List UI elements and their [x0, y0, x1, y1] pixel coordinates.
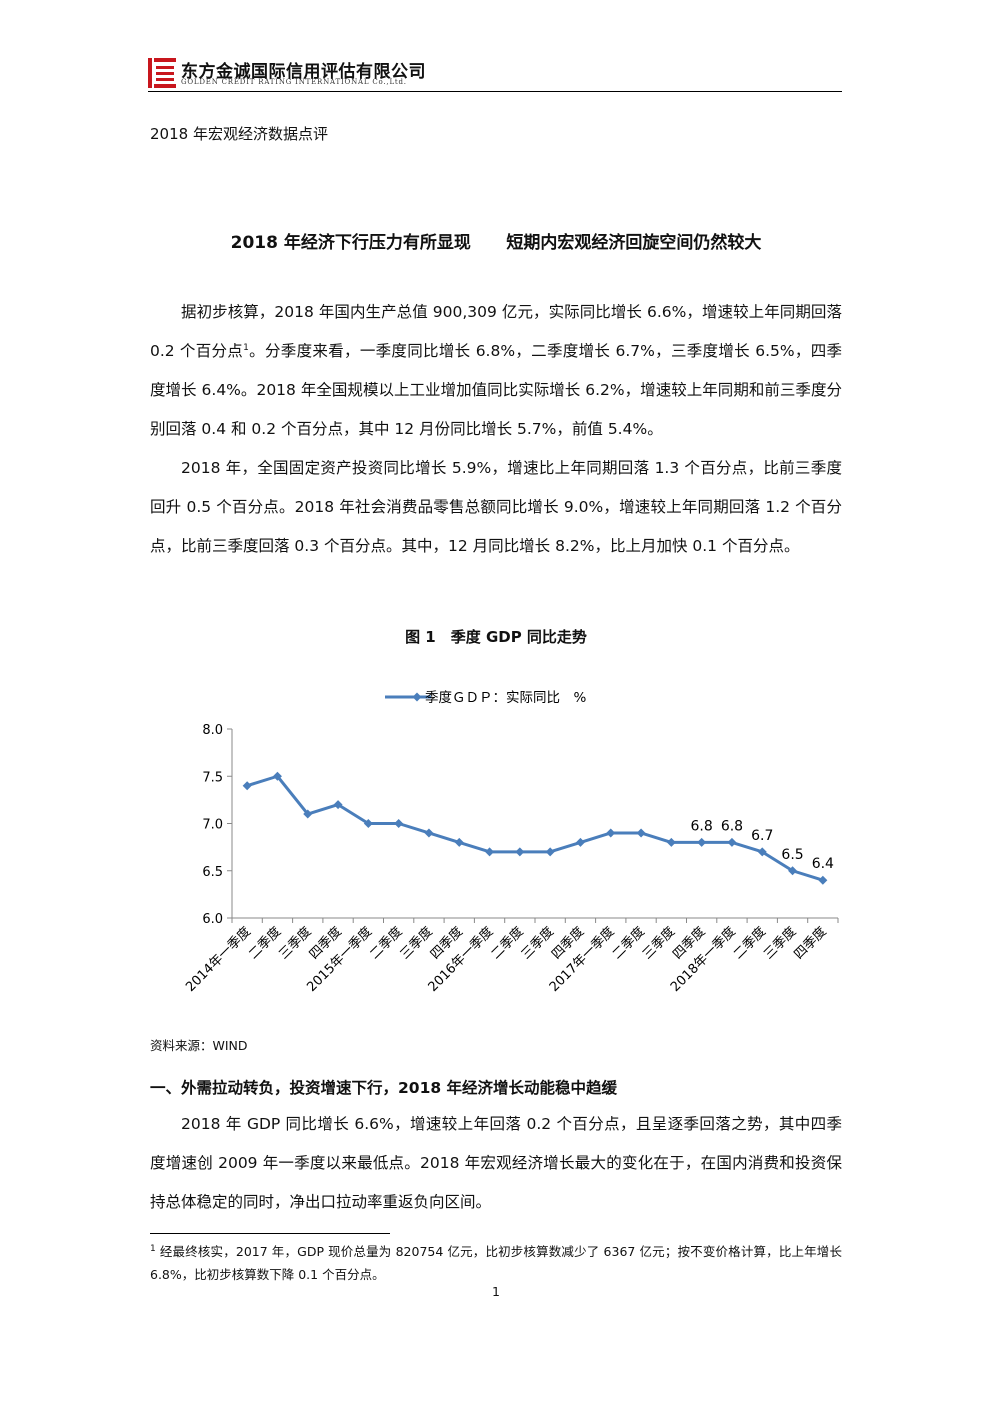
x-tick-label: 三季度 — [276, 924, 315, 963]
footnote: 1 经最终核实，2017 年，GDP 现价总量为 820754 亿元，比初步核算… — [150, 1240, 842, 1286]
footnote-rule — [150, 1233, 390, 1234]
data-label: 6.5 — [781, 847, 803, 863]
data-point — [242, 781, 252, 791]
company-name: 东方金诚国际信用评估有限公司 — [181, 62, 426, 82]
doc-type: 2018 年宏观经济数据点评 — [150, 125, 328, 143]
x-tick-label: 三季度 — [397, 924, 436, 963]
x-tick-label: 二季度 — [730, 924, 769, 963]
x-tick-label: 二季度 — [488, 924, 527, 963]
y-tick-label: 6.0 — [202, 912, 223, 927]
y-tick-label: 6.5 — [202, 865, 223, 880]
x-tick-label: 三季度 — [760, 924, 799, 963]
data-point — [727, 837, 737, 847]
series-line — [246, 774, 824, 882]
footnote-mark: 1 — [150, 1243, 156, 1254]
y-tick-label: 7.0 — [202, 818, 223, 833]
data-point — [575, 837, 585, 847]
page-number: 1 — [492, 1284, 500, 1299]
logo — [148, 58, 176, 88]
data-point — [272, 771, 282, 781]
paragraph: 2018 年，全国固定资产投资同比增长 5.9%，增速比上年同期回落 1.3 个… — [150, 459, 842, 555]
legend-label: 季度ＧＤＰ：实际同比 % — [425, 690, 586, 706]
company-name-en: GOLDEN CREDIT RATING INTERNATIONAL Co.,L… — [181, 78, 407, 86]
data-point — [424, 828, 434, 838]
paragraph: 2018 年 GDP 同比增长 6.6%，增速较上年回落 0.2 个百分点，且呈… — [150, 1115, 842, 1211]
chart: 6.06.57.07.58.02014年一季度二季度三季度四季度2015年一季度… — [182, 690, 839, 995]
x-tick-label: 二季度 — [245, 924, 284, 963]
data-point — [757, 847, 767, 857]
data-point — [333, 800, 343, 810]
data-point — [515, 847, 525, 857]
data-point — [485, 847, 495, 857]
x-tick-label: 四季度 — [791, 924, 830, 963]
paragraph: 据初步核算，2018 年国内生产总值 900,309 亿元，实际同比增长 6.6… — [150, 293, 842, 449]
x-tick-label: 三季度 — [639, 924, 678, 963]
data-point — [697, 837, 707, 847]
footnote-text: 经最终核实，2017 年，GDP 现价总量为 820754 亿元，比初步核算数减… — [150, 1244, 842, 1282]
data-point — [363, 819, 373, 828]
source: 资料来源：WIND — [150, 1038, 248, 1053]
data-label: 6.7 — [751, 828, 773, 844]
header: 东方金诚国际信用评估有限公司 GOLDEN CREDIT RATING INTE… — [148, 56, 842, 94]
data-label: 6.8 — [691, 818, 713, 834]
data-point — [636, 828, 646, 838]
data-point — [394, 819, 404, 828]
data-point — [788, 866, 798, 876]
text: 据初步核算，2018 年国内生产总值 900,309 亿元，实际同比增长 6.6… — [150, 303, 842, 360]
y-tick-label: 8.0 — [202, 723, 223, 738]
data-point — [666, 837, 676, 847]
data-point — [303, 809, 313, 819]
y-tick-label: 7.5 — [202, 770, 223, 785]
text: 。分季度来看，一季度同比增长 6.8%，二季度增长 6.7%，三季度增长 6.5… — [150, 342, 843, 438]
data-point — [818, 875, 828, 885]
doc-title: 2018 年经济下行压力有所显现 短期内宏观经济回旋空间仍然较大 — [230, 233, 762, 253]
figure-caption: 图 1 季度 GDP 同比走势 — [405, 628, 587, 646]
data-label: 6.8 — [721, 818, 743, 834]
x-tick-label: 二季度 — [609, 924, 648, 963]
x-tick-label: 2014年一季度 — [182, 924, 253, 995]
x-tick-label: 二季度 — [367, 924, 406, 963]
legend-marker — [412, 692, 422, 702]
data-label: 6.4 — [812, 856, 834, 872]
data-point — [545, 847, 555, 857]
data-point — [454, 837, 464, 847]
section-heading: 一、外需拉动转负，投资增速下行，2018 年经济增长动能稳中趋缓 — [150, 1079, 618, 1097]
data-point — [606, 828, 616, 838]
footnote-ref: 1 — [243, 342, 249, 353]
header-rule — [148, 91, 842, 92]
x-tick-label: 三季度 — [518, 924, 557, 963]
